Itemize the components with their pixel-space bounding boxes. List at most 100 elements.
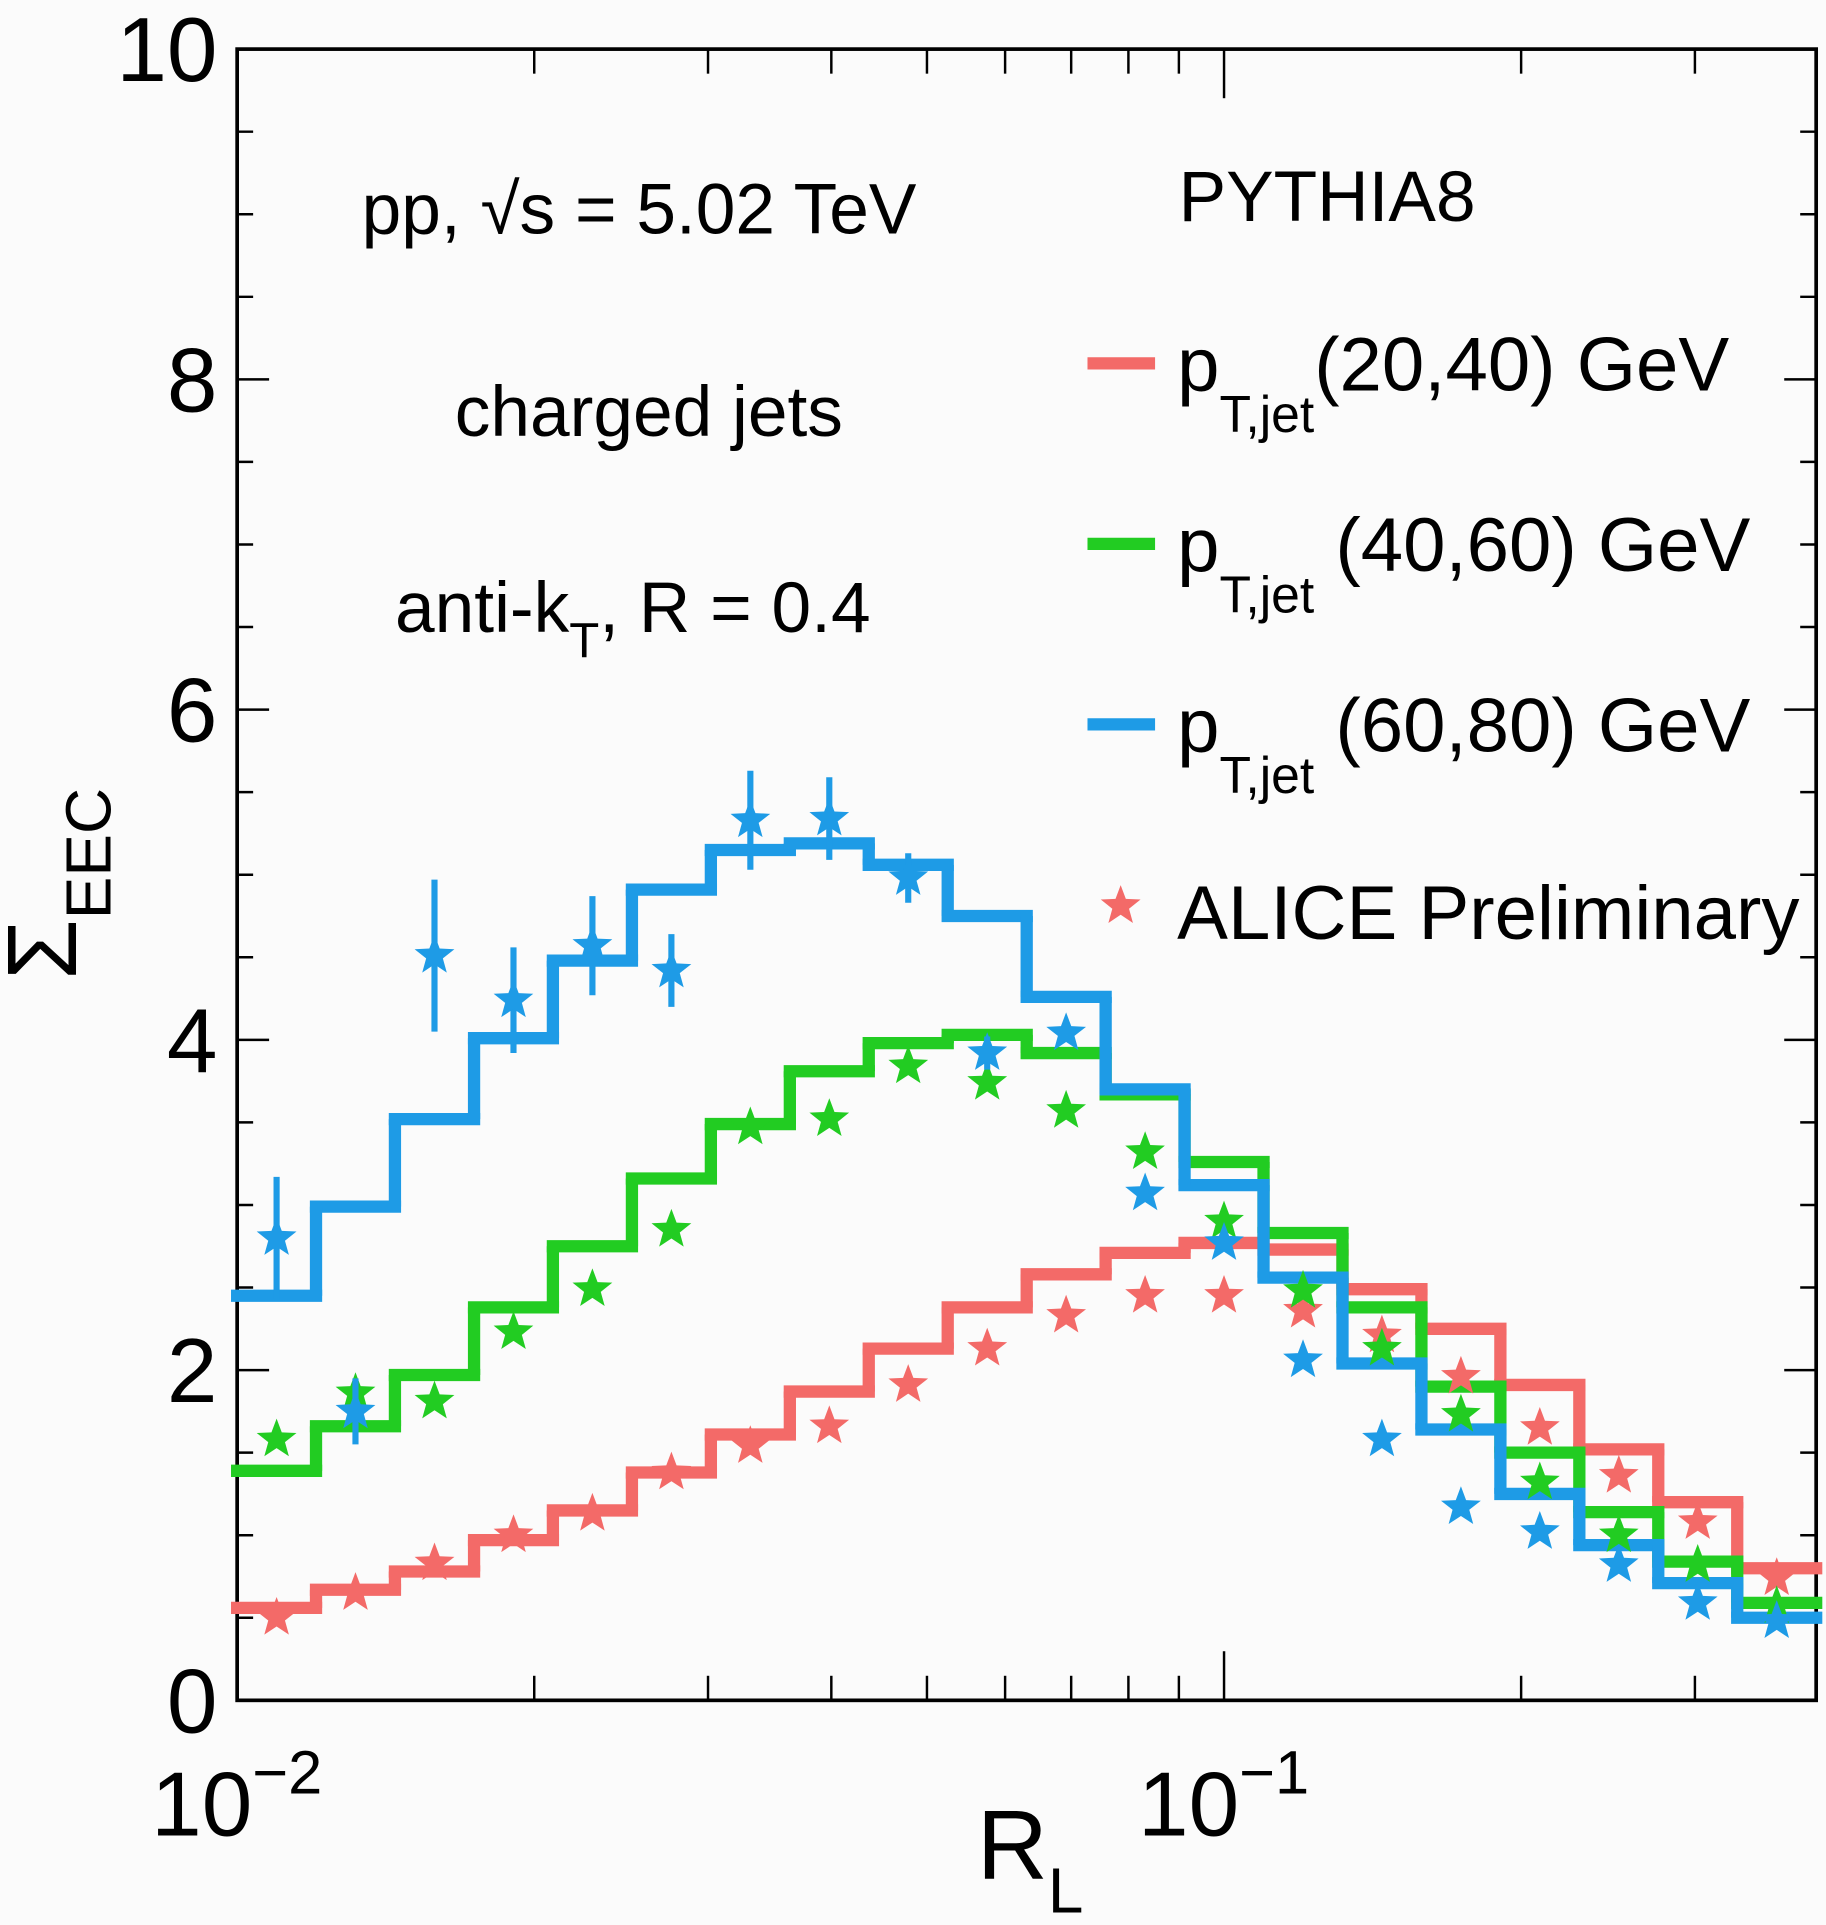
label: pT,jet(20,40) GeV — [1177, 322, 1729, 443]
subscript: L — [1048, 1855, 1084, 1925]
text-part: PYTHIA8 — [1179, 158, 1476, 237]
y-tick-label: 6 — [167, 661, 218, 762]
marker — [809, 1405, 850, 1444]
marker — [1046, 1012, 1087, 1051]
text-part: p — [1177, 503, 1219, 588]
marker — [967, 1327, 1008, 1366]
marker — [1125, 1172, 1165, 1211]
text-part: charged jets — [455, 373, 843, 452]
marker — [1204, 1222, 1244, 1260]
marker — [1441, 1393, 1481, 1432]
marker — [256, 1596, 297, 1635]
marker — [572, 1492, 613, 1531]
label: charged jets — [455, 373, 843, 452]
marker — [1125, 1131, 1165, 1169]
label: ΣEEC — [0, 788, 125, 980]
label: pp, √s = 5.02 TeV — [362, 170, 917, 249]
marker — [1598, 1514, 1639, 1553]
label: RL — [977, 1789, 1084, 1925]
subscript: T,jet — [1220, 566, 1315, 624]
marker — [888, 1364, 929, 1402]
marker — [493, 979, 534, 1018]
y-tick-label: 10 — [116, 0, 217, 101]
marker — [414, 1380, 455, 1419]
marker — [1204, 1200, 1244, 1239]
text-part: (20,40) GeV — [1314, 322, 1729, 407]
text-part: p — [1177, 683, 1219, 768]
marker — [1520, 1407, 1560, 1445]
marker — [1204, 1274, 1244, 1313]
label: pT,jet (60,80) GeV — [1177, 683, 1750, 804]
tick-power: −2 — [252, 1739, 322, 1808]
marker — [335, 1390, 376, 1429]
tick-base: 10 — [151, 1754, 252, 1855]
marker — [888, 857, 929, 895]
marker — [651, 949, 692, 988]
marker — [1677, 1544, 1718, 1582]
y-tick-label: 8 — [167, 330, 218, 431]
legend-label: ALICE Preliminary — [1177, 871, 1799, 956]
marker — [967, 1032, 1008, 1070]
text-part: pp, √s = 5.02 TeV — [362, 170, 917, 249]
subscript: EEC — [53, 788, 125, 919]
marker — [493, 1311, 534, 1349]
marker — [888, 1045, 929, 1084]
marker — [1520, 1511, 1560, 1549]
marker — [1441, 1486, 1481, 1525]
label: pT,jet (40,60) GeV — [1177, 503, 1750, 624]
marker — [256, 1418, 297, 1457]
marker — [1100, 885, 1141, 923]
marker — [414, 934, 455, 973]
marker — [1756, 1557, 1797, 1595]
marker — [335, 1572, 376, 1610]
y-tick-label: 2 — [167, 1321, 218, 1422]
marker — [809, 1098, 850, 1136]
text-part: Σ — [0, 919, 97, 980]
marker — [730, 1106, 771, 1145]
text-part: , R = 0.4 — [599, 569, 870, 648]
marker — [1362, 1418, 1402, 1457]
marker — [1283, 1289, 1323, 1328]
marker — [730, 1425, 771, 1463]
marker — [1677, 1581, 1718, 1620]
marker — [572, 1268, 613, 1307]
marker — [493, 1514, 534, 1553]
text-part: anti-k — [395, 569, 570, 648]
marker — [1046, 1294, 1087, 1333]
text-part: (40,60) GeV — [1314, 503, 1750, 588]
y-tick-label: 4 — [167, 991, 218, 1092]
subscript: T,jet — [1220, 746, 1315, 804]
x-tick-label: 10−2 — [151, 1739, 322, 1856]
label: PYTHIA8 — [1179, 158, 1476, 237]
text-part: p — [1177, 322, 1219, 407]
marker — [967, 1061, 1008, 1100]
text-part: (60,80) GeV — [1314, 683, 1750, 768]
marker — [1520, 1461, 1560, 1500]
marker — [1598, 1544, 1639, 1582]
marker — [1756, 1600, 1797, 1638]
marker — [1441, 1355, 1481, 1394]
label: anti-kT, R = 0.4 — [395, 569, 871, 668]
marker — [256, 1217, 297, 1255]
text-part: R — [977, 1789, 1048, 1899]
marker — [1046, 1089, 1087, 1128]
marker — [572, 924, 613, 963]
subscript: T,jet — [1220, 385, 1315, 443]
marker — [1125, 1274, 1165, 1313]
marker — [730, 799, 771, 838]
marker — [1283, 1339, 1323, 1378]
marker — [1598, 1454, 1639, 1493]
y-tick-label: 0 — [167, 1651, 218, 1752]
tick-power: −1 — [1239, 1739, 1309, 1808]
marker — [1677, 1501, 1718, 1539]
marker — [651, 1451, 692, 1490]
marker — [809, 797, 850, 836]
x-tick-label: 10−1 — [1138, 1739, 1309, 1856]
tick-base: 10 — [1138, 1754, 1239, 1855]
marker — [651, 1208, 692, 1247]
marker — [414, 1542, 455, 1581]
marker — [1283, 1269, 1323, 1308]
